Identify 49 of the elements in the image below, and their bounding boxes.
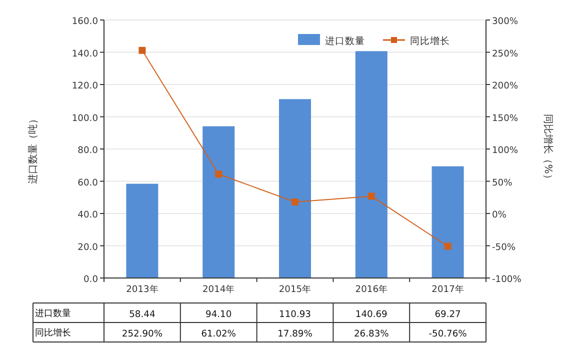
x-tick-label: 2014年 bbox=[202, 284, 235, 295]
y-tick-label: 100.0 bbox=[72, 114, 98, 124]
y2-tick-label: 150% bbox=[492, 114, 518, 124]
bar bbox=[202, 126, 235, 278]
y-tick-label: 120.0 bbox=[72, 82, 98, 92]
y2-tick-label: 200% bbox=[492, 82, 518, 92]
point bbox=[215, 170, 222, 178]
point bbox=[138, 46, 146, 54]
data-label: 94.10 bbox=[206, 310, 232, 320]
y-tick-label: 0.0 bbox=[83, 275, 98, 285]
y2-axis-title: 同比增长（%） bbox=[542, 114, 554, 184]
bar bbox=[432, 166, 464, 278]
data-label: 17.89% bbox=[278, 330, 313, 340]
y-tick-label: 20.0 bbox=[78, 242, 98, 253]
y-tick-label: 140.0 bbox=[72, 49, 98, 60]
y2-tick-label: 250% bbox=[492, 49, 518, 60]
bar bbox=[279, 99, 311, 278]
x-tick-label: 2016年 bbox=[355, 284, 388, 295]
legend-label: 同比增长 bbox=[410, 35, 450, 47]
data-label: 110.93 bbox=[279, 310, 312, 320]
y2-tick-label: 300% bbox=[492, 17, 518, 27]
y2-tick-label: 100% bbox=[492, 146, 518, 156]
point bbox=[292, 198, 298, 206]
text: 进口数量 bbox=[35, 309, 71, 319]
y2-tick-label: 50% bbox=[492, 178, 513, 188]
y-tick-label: 80.0 bbox=[78, 146, 98, 156]
y2-tick-label: -100% bbox=[492, 275, 522, 285]
legend-label: 进口数量 bbox=[325, 35, 365, 47]
data-label: 252.90% bbox=[122, 330, 163, 340]
point bbox=[368, 192, 375, 200]
point bbox=[444, 242, 452, 250]
x-tick-label: 2013年 bbox=[126, 284, 158, 295]
text: 同比增长 bbox=[35, 328, 71, 338]
data-label: 140.69 bbox=[355, 310, 388, 320]
y-axis-title: 进口数量（吨） bbox=[27, 114, 39, 184]
bar bbox=[126, 184, 158, 278]
data-label: -50.76% bbox=[428, 330, 468, 340]
data-label: 58.44 bbox=[129, 310, 156, 320]
data-label: 26.83% bbox=[354, 330, 390, 340]
y-tick-label: 40.0 bbox=[78, 210, 98, 220]
x-tick-label: 2017年 bbox=[432, 284, 464, 295]
y2-tick-label: 0% bbox=[492, 210, 507, 220]
y2-tick-label: -50% bbox=[492, 242, 516, 253]
data-label: 61.02% bbox=[201, 330, 236, 340]
y-tick-label: 160.0 bbox=[72, 17, 98, 27]
bar bbox=[355, 51, 388, 278]
data-label: 69.27 bbox=[434, 310, 462, 320]
y-tick-label: 60.0 bbox=[78, 178, 98, 188]
x-tick-label: 2015年 bbox=[278, 284, 312, 295]
